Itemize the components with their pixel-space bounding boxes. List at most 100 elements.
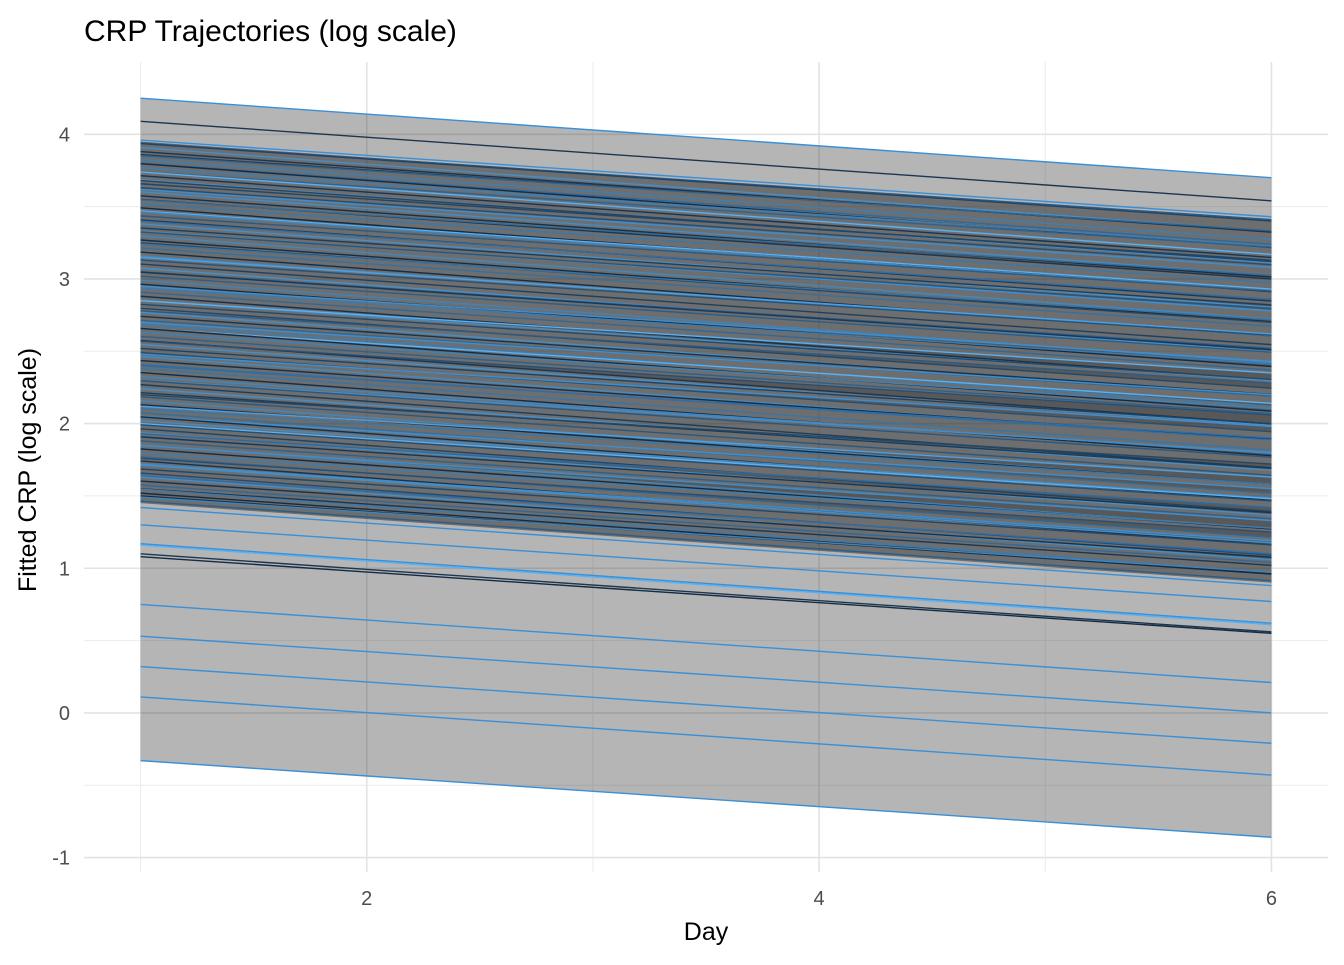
trajectory-line [140,506,1272,587]
trajectory-line [140,321,1272,396]
ribbon [140,604,1272,713]
trajectory-line [140,444,1272,530]
trajectory-line [140,162,1272,245]
trajectory-line [140,283,1272,368]
trajectory-line [140,424,1272,502]
trajectory-line [140,275,1272,353]
trajectory-line [140,347,1272,425]
trajectory-line [140,759,1272,838]
trajectory-line [140,291,1272,371]
trajectory-line [140,603,1272,684]
y-tick-label: 3 [59,269,70,291]
trajectory-line [140,142,1272,222]
trajectory-line [140,365,1272,439]
trajectory-line [140,463,1272,542]
y-tick-label: 2 [59,414,70,436]
trajectory-line [140,474,1272,555]
trajectory-line [140,154,1272,232]
trajectory-line [140,444,1272,522]
trajectory-line [140,327,1272,412]
ribbon [140,140,1272,220]
trajectory-line [140,170,1272,248]
trajectory-line [140,146,1272,232]
trajectory-line [140,215,1272,292]
trajectory-line [140,379,1272,458]
trajectory-line [140,239,1272,323]
trajectory-line [140,97,1272,179]
trajectory-line [140,440,1272,520]
trajectory-line [140,227,1272,306]
ribbon [140,507,1272,602]
trajectory-line [140,635,1272,714]
trajectory-line [140,379,1272,454]
x-tick-label: 2 [361,888,372,910]
trajectory-line [140,327,1272,405]
trajectory-lines [140,97,1272,838]
y-tick-label: -1 [52,848,70,870]
trajectory-line [140,696,1272,776]
trajectory-line [140,120,1272,202]
trajectory-line [140,307,1272,389]
trajectory-line [140,420,1272,499]
ribbon [140,696,1272,838]
y-tick-label: 4 [59,124,70,146]
trajectory-line [140,340,1272,416]
trajectory-line [140,496,1272,574]
trajectory-line [140,405,1272,478]
x-tick-label: 4 [814,888,825,910]
ribbon [140,545,1272,632]
trajectory-line [140,285,1272,363]
trajectory-line [140,436,1272,514]
trajectory-line [140,220,1272,300]
trajectory-line [140,553,1272,633]
ribbon [140,98,1272,201]
trajectory-line [140,488,1272,574]
trajectory-line [140,371,1272,457]
trajectory-line [140,139,1272,218]
trajectory-line [140,476,1272,561]
x-axis-label: Day [684,918,729,946]
trajectory-line [140,187,1272,266]
trajectory-line [140,335,1272,415]
trajectory-line [140,235,1272,320]
trajectory-line [140,480,1272,558]
trajectory-line [140,191,1272,276]
trajectory-line [140,383,1272,469]
y-tick-label: 0 [59,703,70,725]
y-axis-label: Fitted CRP (log scale) [14,348,42,592]
trajectory-line [140,524,1272,603]
y-tick-label: 1 [59,558,70,580]
ribbon [140,121,1272,217]
trajectory-line [140,210,1272,290]
trajectory-line [140,391,1272,469]
trajectory-line [140,231,1272,310]
trajectory-line [140,665,1272,744]
trajectory-line [140,468,1272,546]
trajectory-line [140,303,1272,381]
trajectory-line [140,199,1272,276]
trajectory-line [140,457,1272,533]
trajectory-line [140,171,1272,256]
trajectory-line [140,158,1272,240]
trajectory-line [140,203,1272,284]
trajectory-line [140,295,1272,381]
axis-tick-labels: 2 4 6 -1 0 1 2 3 4 [52,124,1277,910]
trajectory-line [140,433,1272,509]
trajectory-line [140,259,1272,337]
trajectory-line [140,188,1272,269]
trajectory-line [140,175,1272,259]
trajectory-line [140,415,1272,490]
ribbon [140,556,1272,683]
trajectory-line [140,484,1272,564]
trajectory-line [140,256,1272,335]
trajectory-line [140,211,1272,292]
trajectory-line [140,487,1272,567]
trajectory-line [140,271,1272,351]
trajectory-line [140,287,1272,365]
ribbon [140,666,1272,776]
trajectory-line [140,353,1272,428]
trajectory-line [140,393,1272,465]
trajectory-line [140,183,1272,261]
